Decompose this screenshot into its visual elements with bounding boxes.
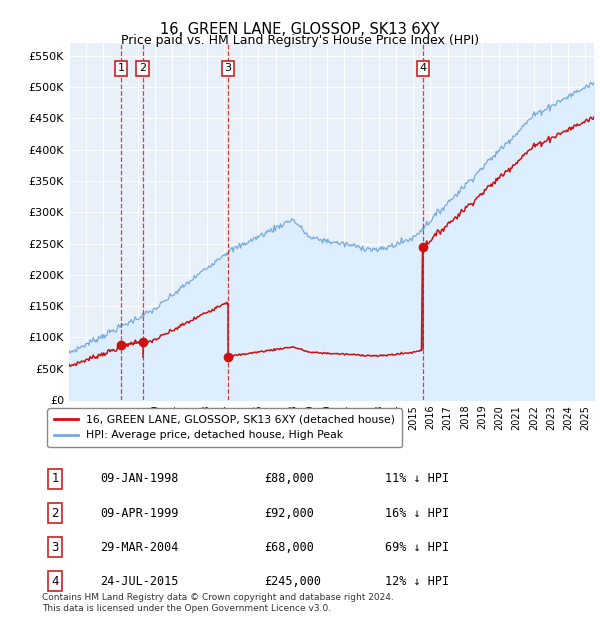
Text: 3: 3 [224, 63, 232, 73]
Text: Contains HM Land Registry data © Crown copyright and database right 2024.
This d: Contains HM Land Registry data © Crown c… [42, 593, 394, 613]
Text: 09-JAN-1998: 09-JAN-1998 [100, 472, 178, 485]
Text: 24-JUL-2015: 24-JUL-2015 [100, 575, 178, 588]
Text: £245,000: £245,000 [264, 575, 321, 588]
Text: 16, GREEN LANE, GLOSSOP, SK13 6XY: 16, GREEN LANE, GLOSSOP, SK13 6XY [160, 22, 440, 37]
Text: 2: 2 [139, 63, 146, 73]
Text: 3: 3 [52, 541, 59, 554]
Text: 4: 4 [52, 575, 59, 588]
Text: 2: 2 [52, 507, 59, 520]
Text: 16% ↓ HPI: 16% ↓ HPI [385, 507, 449, 520]
Text: 09-APR-1999: 09-APR-1999 [100, 507, 178, 520]
Text: 12% ↓ HPI: 12% ↓ HPI [385, 575, 449, 588]
Text: £92,000: £92,000 [264, 507, 314, 520]
Text: 69% ↓ HPI: 69% ↓ HPI [385, 541, 449, 554]
Text: Price paid vs. HM Land Registry's House Price Index (HPI): Price paid vs. HM Land Registry's House … [121, 34, 479, 47]
Text: £88,000: £88,000 [264, 472, 314, 485]
Legend: 16, GREEN LANE, GLOSSOP, SK13 6XY (detached house), HPI: Average price, detached: 16, GREEN LANE, GLOSSOP, SK13 6XY (detac… [47, 409, 402, 447]
Text: £68,000: £68,000 [264, 541, 314, 554]
Text: 11% ↓ HPI: 11% ↓ HPI [385, 472, 449, 485]
Text: 4: 4 [419, 63, 427, 73]
Text: 1: 1 [52, 472, 59, 485]
Text: 29-MAR-2004: 29-MAR-2004 [100, 541, 178, 554]
Text: 1: 1 [118, 63, 125, 73]
